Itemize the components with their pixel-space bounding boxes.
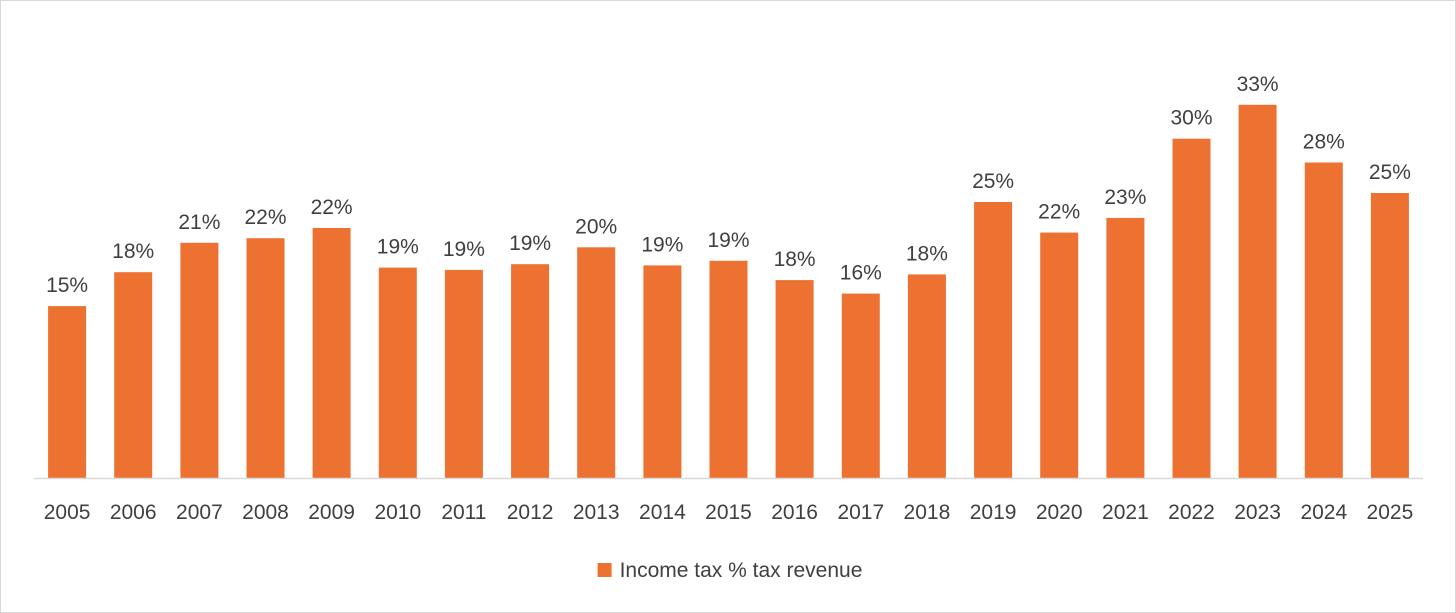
- data-label-2016: 18%: [774, 248, 816, 271]
- data-label-2006: 18%: [112, 240, 154, 263]
- data-label-2011: 19%: [443, 238, 485, 261]
- x-tick-2022: 2022: [1168, 501, 1215, 524]
- data-label-2015: 19%: [707, 229, 749, 252]
- bar-2022: [1172, 138, 1211, 478]
- bar-2008: [246, 238, 285, 478]
- bar-2006: [114, 272, 153, 478]
- bar-2025: [1370, 193, 1409, 478]
- data-label-2017: 16%: [840, 262, 882, 285]
- data-labels-group: 15% 18% 21% 22% 22% 19% 19% 19% 20% 19% 19% 18% 16% 1…: [46, 73, 1411, 297]
- bar-2007: [180, 242, 219, 478]
- data-label-2008: 22%: [244, 206, 286, 229]
- legend: Income tax % tax revenue: [597, 559, 863, 582]
- x-tick-2011: 2011: [441, 501, 486, 524]
- data-label-2010: 19%: [377, 236, 419, 259]
- x-tick-2018: 2018: [904, 501, 951, 524]
- bar-2020: [1040, 232, 1079, 478]
- x-tick-2015: 2015: [705, 501, 752, 524]
- data-label-2020: 22%: [1038, 201, 1080, 224]
- bar-2019: [974, 202, 1013, 478]
- x-tick-2024: 2024: [1300, 501, 1347, 524]
- bar-2023: [1238, 104, 1277, 479]
- x-tick-2021: 2021: [1102, 501, 1149, 524]
- x-tick-2009: 2009: [308, 501, 355, 524]
- data-label-2012: 19%: [509, 232, 551, 255]
- x-tick-2019: 2019: [970, 501, 1017, 524]
- bar-2010: [378, 267, 417, 478]
- bar-2005: [48, 306, 87, 478]
- bar-2017: [841, 293, 880, 478]
- x-tick-2025: 2025: [1367, 501, 1414, 524]
- x-tick-2010: 2010: [374, 501, 421, 524]
- bar-2015: [709, 260, 748, 478]
- bar-2024: [1304, 162, 1343, 478]
- data-label-2023: 33%: [1237, 73, 1279, 96]
- bar-2018: [907, 274, 946, 478]
- bar-2013: [577, 247, 616, 478]
- bar-2016: [775, 280, 814, 478]
- x-tick-2012: 2012: [507, 501, 554, 524]
- x-tick-2020: 2020: [1036, 501, 1083, 524]
- data-label-2007: 21%: [178, 211, 220, 234]
- data-label-2024: 28%: [1303, 131, 1345, 154]
- x-tick-2023: 2023: [1234, 501, 1281, 524]
- bar-2014: [643, 265, 682, 478]
- x-tick-2014: 2014: [639, 501, 686, 524]
- data-label-2025: 25%: [1369, 161, 1411, 184]
- x-tick-2005: 2005: [44, 501, 91, 524]
- bar-2021: [1106, 217, 1145, 478]
- legend-label: Income tax % tax revenue: [620, 559, 863, 582]
- data-label-2022: 30%: [1170, 107, 1212, 130]
- x-tick-2007: 2007: [176, 501, 223, 524]
- bar-2011: [444, 269, 483, 478]
- data-label-2009: 22%: [311, 196, 353, 219]
- x-tick-2013: 2013: [573, 501, 620, 524]
- data-label-2018: 18%: [906, 242, 948, 265]
- bar-2009: [312, 228, 351, 478]
- bars-group: [48, 104, 1409, 479]
- x-tick-2006: 2006: [110, 501, 157, 524]
- data-label-2013: 20%: [575, 215, 617, 238]
- x-tick-2016: 2016: [771, 501, 818, 524]
- x-tick-2017: 2017: [837, 501, 884, 524]
- legend-swatch: [597, 563, 612, 577]
- data-label-2021: 23%: [1104, 186, 1146, 209]
- data-label-2014: 19%: [641, 233, 683, 256]
- data-label-2019: 25%: [972, 170, 1014, 193]
- data-label-2005: 15%: [46, 274, 88, 297]
- x-tick-2008: 2008: [242, 501, 289, 524]
- bar-2012: [511, 264, 550, 478]
- x-tick-labels: 2005 2006 2007 2008 2009 2010 2011 2012 2013 2014…: [44, 501, 1414, 524]
